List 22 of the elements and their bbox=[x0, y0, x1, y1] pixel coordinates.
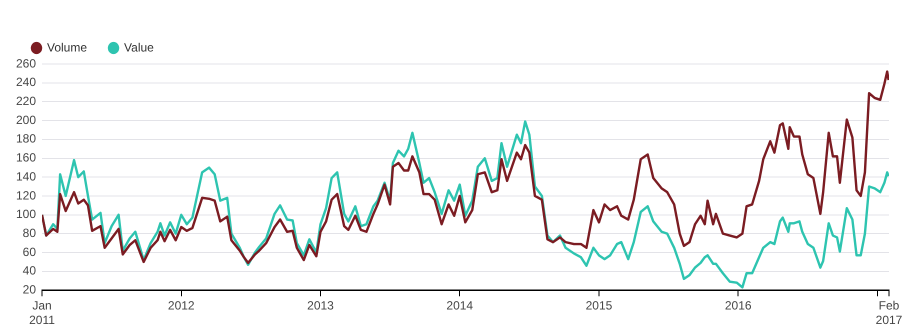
y-tick-label: 100 bbox=[16, 207, 36, 222]
x-tick-label: Jan 2011 bbox=[29, 298, 56, 328]
legend-label: Value bbox=[124, 40, 154, 54]
y-tick-label: 80 bbox=[22, 226, 36, 240]
y-tick-label: 120 bbox=[16, 188, 36, 202]
y-tick-label: 40 bbox=[22, 264, 36, 278]
y-tick-label: 60 bbox=[22, 244, 36, 259]
y-tick-label: 140 bbox=[16, 169, 36, 184]
y-tick-label: 160 bbox=[16, 150, 36, 165]
x-tick-label: Feb 2017 bbox=[876, 298, 903, 328]
x-tick-label: 2016 bbox=[724, 298, 752, 313]
x-tick-label: 2012 bbox=[168, 298, 195, 313]
y-tick-label: 180 bbox=[16, 132, 36, 146]
y-tick-label: 260 bbox=[16, 56, 36, 70]
x-tick-label: 2014 bbox=[446, 298, 474, 313]
y-tick-label: 20 bbox=[22, 282, 36, 297]
y-tick-label: 240 bbox=[16, 75, 36, 90]
legend-label: Volume bbox=[47, 40, 88, 54]
y-tick-label: 200 bbox=[16, 112, 36, 127]
y-tick-label: 220 bbox=[16, 94, 36, 108]
x-tick-label: 2015 bbox=[586, 298, 613, 313]
x-tick-label: 2013 bbox=[307, 298, 334, 313]
